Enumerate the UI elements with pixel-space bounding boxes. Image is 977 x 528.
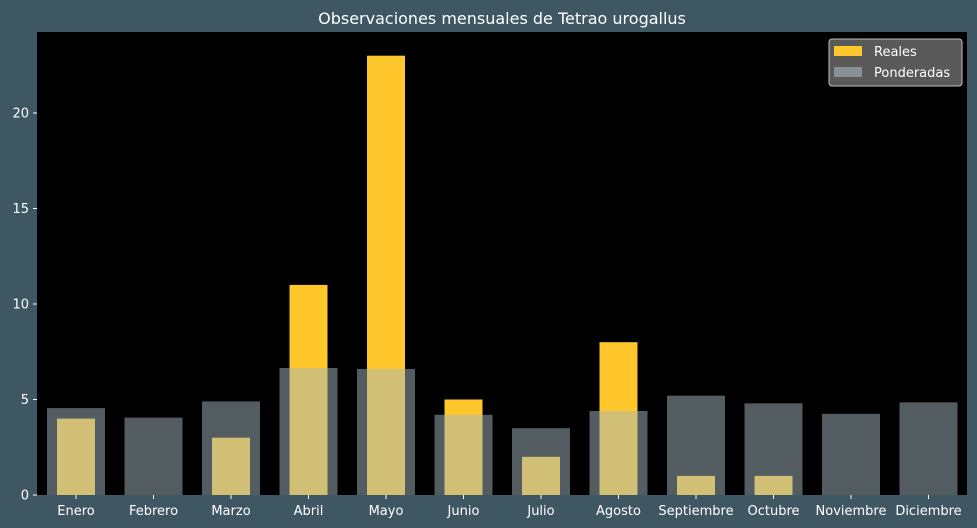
- legend-label-reales: Reales: [874, 45, 917, 60]
- bar-ponderadas-enero: [47, 408, 105, 495]
- x-tick-label-junio: Junio: [447, 504, 480, 519]
- x-tick-label-enero: Enero: [57, 504, 95, 519]
- y-axis: 0 5 10 15 20: [12, 107, 37, 504]
- y-tick-label-15: 15: [12, 202, 29, 217]
- legend-label-ponderadas: Ponderadas: [874, 66, 950, 81]
- x-tick-label-diciembre: Diciembre: [895, 504, 961, 519]
- bar-ponderadas-febrero: [124, 417, 183, 495]
- x-tick-label-mayo: Mayo: [369, 504, 404, 519]
- plot-area: [37, 32, 967, 495]
- legend-swatch-reales: [834, 46, 862, 56]
- bar-ponderadas-mayo: [357, 368, 415, 495]
- x-axis: Enero Febrero Marzo Abril Mayo Junio Julio Agos…: [57, 495, 962, 519]
- y-tick-label-20: 20: [12, 107, 29, 122]
- bar-ponderadas-marzo: [202, 401, 260, 495]
- x-tick-label-febrero: Febrero: [129, 504, 178, 519]
- bar-ponderadas-junio: [434, 414, 493, 495]
- x-tick-label-septiembre: Septiembre: [658, 504, 733, 519]
- legend-swatch-ponderadas: [834, 67, 862, 77]
- y-tick-label-10: 10: [12, 298, 29, 313]
- x-tick-label-marzo: Marzo: [211, 504, 250, 519]
- bar-ponderadas-septiembre: [667, 395, 725, 495]
- series-reales: [47, 55, 958, 495]
- legend-box: [828, 38, 963, 87]
- y-tick-label-5: 5: [21, 393, 29, 408]
- bar-ponderadas-octubre: [744, 403, 803, 495]
- chart-title: Observaciones mensuales de Tetrao urogal…: [318, 9, 686, 28]
- bar-ponderadas-agosto: [589, 410, 648, 495]
- x-tick-label-noviembre: Noviembre: [816, 504, 887, 519]
- x-tick-label-agosto: Agosto: [596, 504, 641, 519]
- bar-ponderadas-noviembre: [822, 413, 880, 495]
- bar-ponderadas-abril: [279, 367, 338, 495]
- x-tick-label-octubre: Octubre: [747, 504, 799, 519]
- y-tick-label-0: 0: [21, 489, 29, 504]
- x-tick-label-abril: Abril: [294, 504, 324, 519]
- legend: Reales Ponderadas: [828, 38, 963, 87]
- bar-ponderadas-julio: [512, 428, 570, 495]
- bar-ponderadas-diciembre: [899, 402, 958, 495]
- x-tick-label-julio: Julio: [526, 504, 554, 519]
